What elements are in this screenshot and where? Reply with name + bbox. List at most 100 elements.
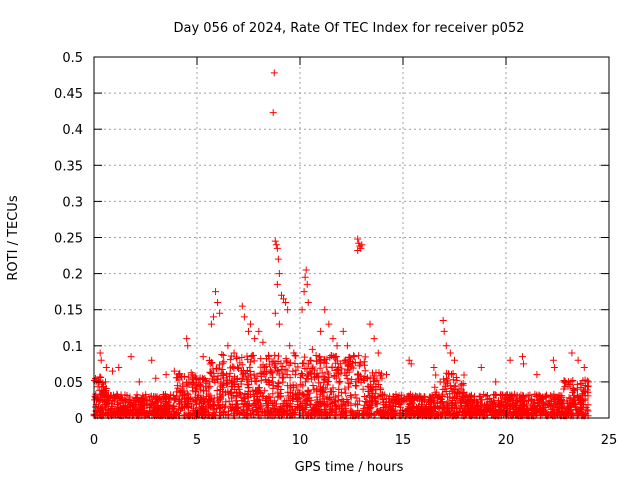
data-point [460,371,468,379]
data-point [440,375,448,383]
data-point [202,393,210,401]
data-point [209,313,217,321]
data-point [133,391,141,399]
data-point [162,371,170,379]
data-point [269,373,277,381]
data-point [492,378,500,386]
data-point [97,407,105,415]
data-point [275,371,283,379]
data-point [302,397,310,405]
data-point [366,374,374,382]
data-point [198,374,206,382]
data-point [439,403,447,411]
data-point [96,409,104,417]
data-point [430,404,438,412]
data-point [439,385,447,393]
data-point [507,394,515,402]
data-point [138,395,146,403]
data-point [547,405,555,413]
data-point [339,327,347,335]
data-point [289,407,297,415]
data-point [238,367,246,375]
data-point [149,407,157,415]
data-point [161,406,169,414]
data-point [580,363,588,371]
data-point [533,371,541,379]
data-point [202,404,210,412]
data-point [512,398,520,406]
data-point [344,365,352,373]
data-point [121,391,129,399]
data-point [216,309,224,317]
data-point [241,398,249,406]
data-point [299,360,307,368]
data-point [430,363,438,371]
data-point [386,405,394,413]
data-point [560,385,568,393]
data-point [113,411,121,419]
y-tick-label: 0.45 [54,87,83,102]
y-tick-label: 0 [75,412,83,427]
data-point [405,356,413,364]
data-point [315,407,323,415]
data-point [91,396,99,404]
data-point [372,398,380,406]
data-point [539,394,547,402]
data-point [378,374,386,382]
data-point [544,411,552,419]
data-point [412,393,420,401]
data-point [455,385,463,393]
y-tick-label: 0.05 [54,376,83,391]
data-point [318,369,326,377]
data-point [444,393,452,401]
data-point [581,395,589,403]
data-point [584,407,592,415]
data-point [255,384,263,392]
data-point [444,376,452,384]
data-point [423,406,431,414]
data-point [172,395,180,403]
data-point [253,406,261,414]
data-point [226,356,234,364]
data-point [442,342,450,350]
data-point [269,109,277,117]
data-point [273,244,281,252]
data-point [361,367,369,375]
data-point [178,373,186,381]
data-point [125,399,133,407]
data-point [303,390,311,398]
data-point [398,396,406,404]
data-point [340,357,348,365]
data-point [341,356,349,364]
data-point [459,381,467,389]
data-point [506,394,514,402]
data-point [176,396,184,404]
data-point [366,320,374,328]
data-point [91,403,99,411]
y-tick-label: 0.35 [54,159,83,174]
data-point [325,320,333,328]
data-point [355,397,363,405]
data-point [291,391,299,399]
data-point [487,404,495,412]
data-point [298,306,306,314]
data-point [374,349,382,357]
data-point [528,402,536,410]
data-point [347,358,355,366]
data-point [97,356,105,364]
data-point [465,410,473,418]
data-point [463,401,471,409]
data-point [336,378,344,386]
data-point [139,402,147,410]
data-point [317,408,325,416]
data-point [294,363,302,371]
data-point [183,335,191,343]
data-point [385,395,393,403]
data-point [300,288,308,296]
data-point [446,349,454,357]
data-point [306,368,314,376]
data-point [224,342,232,350]
data-point [126,393,134,401]
y-tick-label: 0.15 [54,304,83,319]
data-point [313,393,321,401]
